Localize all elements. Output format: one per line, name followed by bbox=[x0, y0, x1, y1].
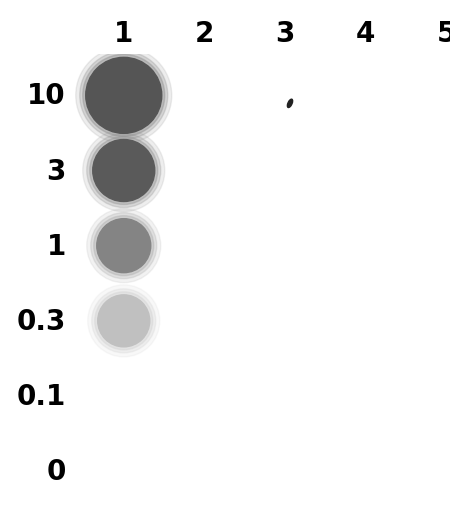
Text: 0: 0 bbox=[47, 457, 66, 485]
Circle shape bbox=[87, 134, 161, 208]
Text: 1: 1 bbox=[47, 232, 66, 260]
Circle shape bbox=[97, 219, 151, 273]
Circle shape bbox=[80, 52, 168, 140]
Circle shape bbox=[94, 216, 154, 276]
Text: 0.3: 0.3 bbox=[17, 307, 66, 335]
Circle shape bbox=[76, 48, 172, 144]
Circle shape bbox=[95, 292, 153, 350]
Circle shape bbox=[87, 209, 161, 283]
Text: 0.1: 0.1 bbox=[17, 382, 66, 410]
Circle shape bbox=[91, 213, 157, 279]
Ellipse shape bbox=[288, 100, 292, 108]
Text: 3: 3 bbox=[47, 157, 66, 185]
Circle shape bbox=[93, 140, 155, 202]
Circle shape bbox=[92, 289, 156, 353]
Text: 3: 3 bbox=[275, 20, 295, 48]
Circle shape bbox=[90, 137, 158, 205]
Text: 4: 4 bbox=[356, 20, 375, 48]
Text: 1: 1 bbox=[114, 20, 133, 48]
Circle shape bbox=[86, 58, 162, 134]
Circle shape bbox=[83, 130, 165, 212]
Circle shape bbox=[83, 55, 165, 137]
Text: 2: 2 bbox=[195, 20, 214, 48]
Text: 10: 10 bbox=[27, 82, 66, 110]
Circle shape bbox=[88, 285, 160, 357]
Text: 5: 5 bbox=[436, 20, 450, 48]
Circle shape bbox=[98, 295, 150, 347]
